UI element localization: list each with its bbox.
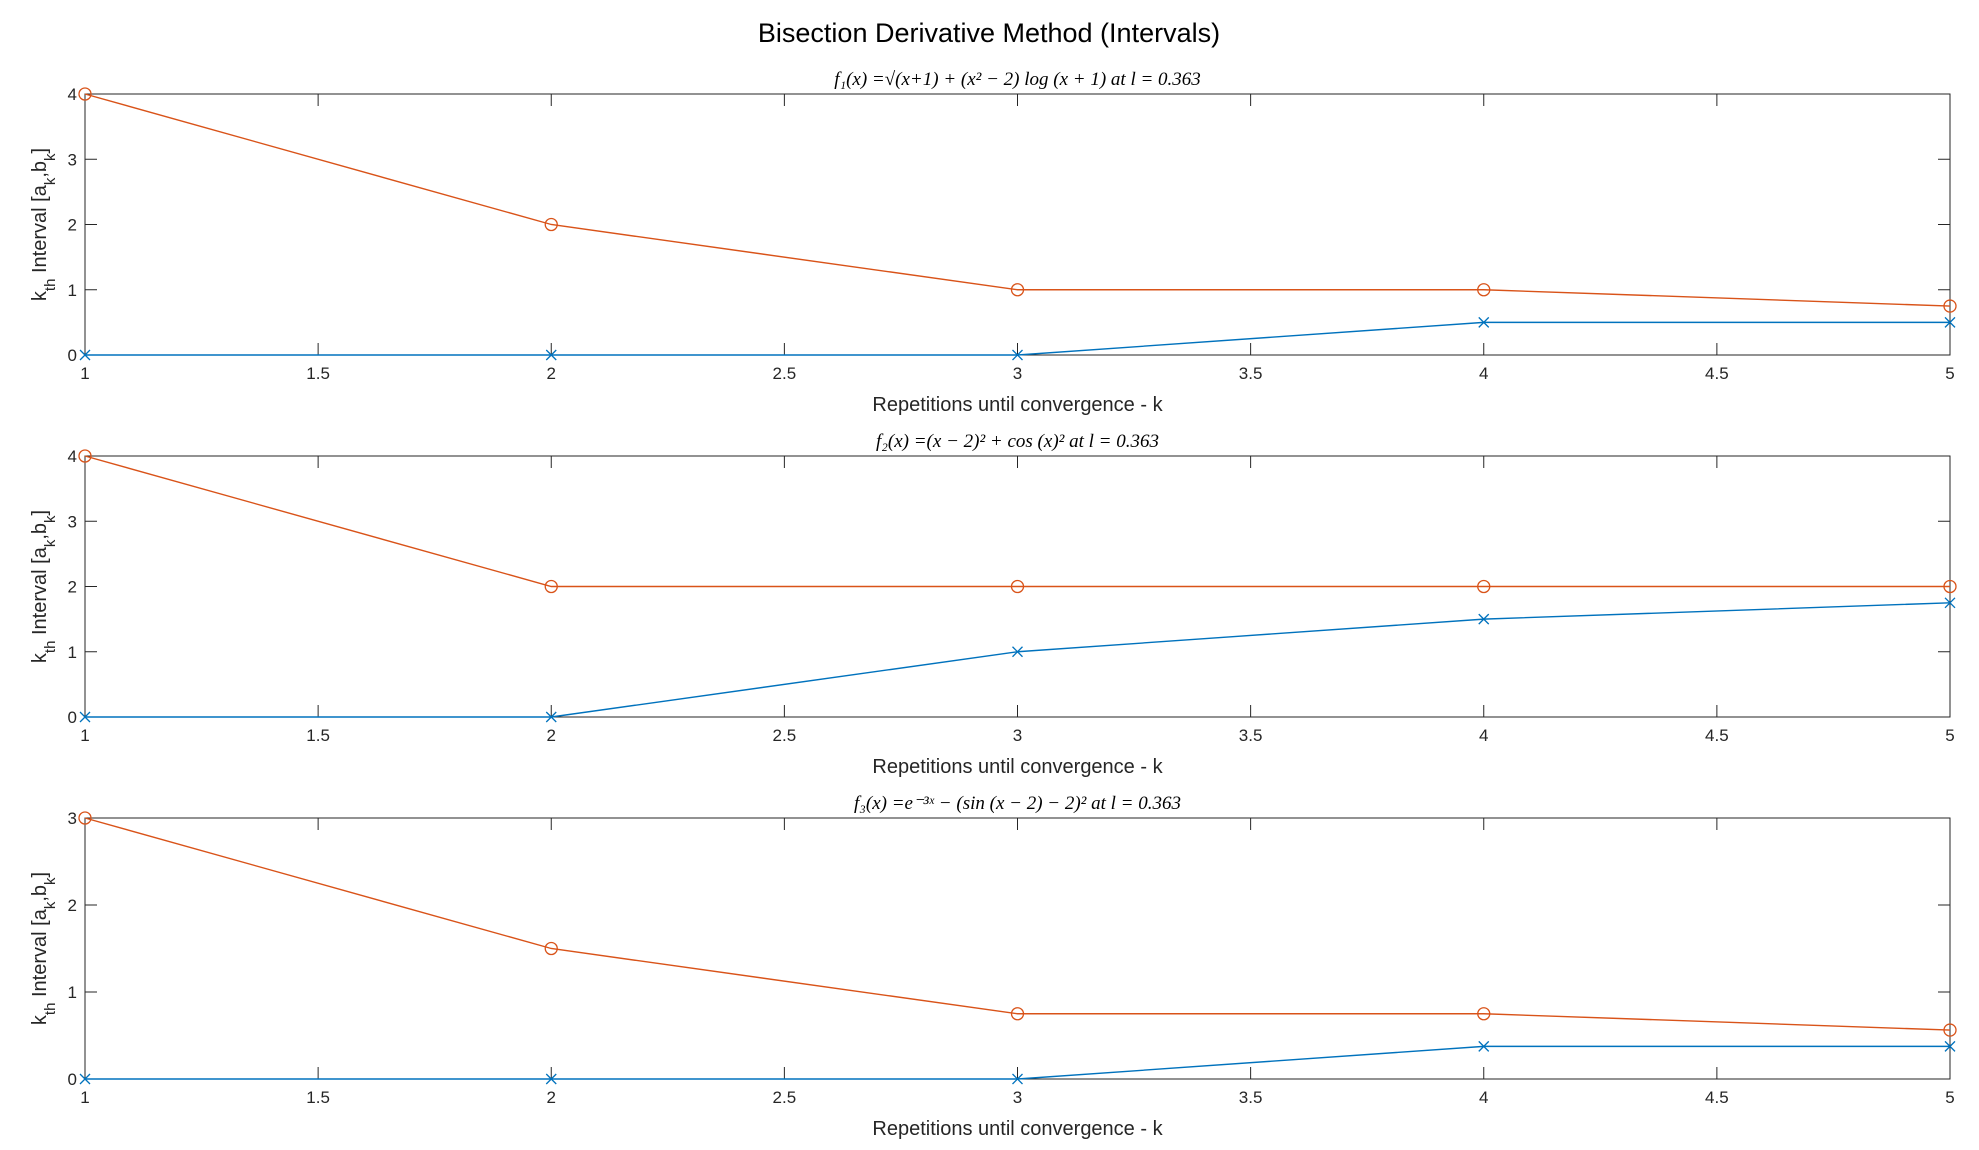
data-point-b: [544, 217, 558, 232]
x-tick-label: 4: [1479, 726, 1488, 745]
x-tick-label: 4: [1479, 1088, 1488, 1107]
y-tick-label: 4: [68, 85, 77, 104]
subplot-title: f₃(x) =e⁻³ˣ − (sin (x − 2) − 2)² at l = …: [854, 793, 1181, 814]
subplot-title: f₁(x) =√(x+1) + (x² − 2) log (x + 1) at …: [834, 69, 1201, 90]
y-tick-label: 1: [68, 643, 77, 662]
x-tick-label: 2: [547, 726, 556, 745]
x-tick-label: 3: [1013, 364, 1022, 383]
x-axis-label: Repetitions until convergence - k: [872, 1118, 1163, 1140]
data-point-b: [78, 87, 92, 101]
data-point-b: [78, 811, 92, 825]
x-tick-label: 5: [1945, 1088, 1954, 1107]
y-tick-label: 2: [68, 216, 77, 235]
y-tick-label: 3: [68, 150, 77, 169]
data-point-a: [79, 711, 91, 723]
y-tick-label: 2: [68, 896, 77, 915]
data-point-a: [545, 1073, 557, 1085]
series-line-b: [84, 817, 1951, 1031]
data-point-a: [545, 349, 557, 361]
y-tick-label: 1: [68, 983, 77, 1002]
x-tick-label: 5: [1945, 726, 1954, 745]
y-tick-label: 4: [68, 447, 77, 466]
x-tick-label: 2.5: [773, 364, 797, 383]
y-tick-label: 3: [68, 512, 77, 531]
x-tick-label: 1: [80, 364, 89, 383]
figure-title: Bisection Derivative Method (Intervals): [758, 18, 1220, 48]
y-tick-label: 3: [68, 809, 77, 828]
subplot-2: f₂(x) =(x − 2)² + cos (x)² at l = 0.363 1…: [29, 431, 1957, 778]
x-tick-label: 3.5: [1239, 1088, 1263, 1107]
y-axis-label: kth Interval [ak,bk]: [29, 510, 59, 663]
axes-frame: [84, 93, 1951, 356]
data-point-a: [79, 349, 91, 361]
data-point-b: [1010, 1007, 1025, 1021]
y-tick-label: 1: [68, 281, 77, 300]
data-point-a: [1944, 597, 1956, 609]
data-point-b: [1477, 1007, 1491, 1021]
x-tick-label: 1: [80, 1088, 89, 1107]
x-tick-label: 3: [1013, 726, 1022, 745]
data-point-a: [1944, 316, 1956, 328]
x-axis-label: Repetitions until convergence - k: [872, 756, 1163, 778]
data-point-b: [544, 579, 558, 594]
y-tick-label: 0: [68, 346, 77, 365]
x-tick-label: 4.5: [1705, 364, 1729, 383]
x-tick-label: 2: [547, 364, 556, 383]
subplot-3: f₃(x) =e⁻³ˣ − (sin (x − 2) − 2)² at l = …: [29, 793, 1957, 1140]
series-line-b: [84, 93, 1951, 307]
x-axis-label: Repetitions until convergence - k: [872, 394, 1163, 416]
x-tick-label: 3: [1013, 1088, 1022, 1107]
x-tick-label: 5: [1945, 364, 1954, 383]
x-tick-label: 4.5: [1705, 726, 1729, 745]
data-point-a: [1944, 1040, 1956, 1052]
subplot-title: f₂(x) =(x − 2)² + cos (x)² at l = 0.363: [876, 431, 1159, 452]
data-point-b: [1010, 579, 1025, 594]
x-tick-label: 1.5: [306, 364, 330, 383]
x-tick-label: 3.5: [1239, 364, 1263, 383]
subplot-1: f₁(x) =√(x+1) + (x² − 2) log (x + 1) at …: [29, 69, 1957, 416]
data-point-a: [545, 711, 557, 723]
x-tick-label: 2.5: [773, 1088, 797, 1107]
data-point-a: [1012, 1073, 1023, 1085]
data-point-b: [1943, 1023, 1957, 1037]
data-point-b: [78, 449, 92, 463]
y-axis-label: kth Interval [ak,bk]: [29, 148, 59, 301]
data-point-b: [1943, 579, 1957, 594]
data-point-b: [544, 941, 558, 956]
x-tick-label: 3.5: [1239, 726, 1263, 745]
data-point-b: [1943, 299, 1957, 313]
y-tick-label: 0: [68, 1070, 77, 1089]
y-axis-label: kth Interval [ak,bk]: [29, 872, 59, 1025]
data-point-a: [1012, 349, 1023, 361]
x-tick-label: 2: [547, 1088, 556, 1107]
data-point-a: [1012, 646, 1023, 658]
y-tick-label: 0: [68, 708, 77, 727]
axes-frame: [84, 817, 1951, 1080]
x-tick-label: 1.5: [306, 1088, 330, 1107]
data-point-b: [1010, 283, 1025, 297]
data-point-a: [79, 1073, 91, 1085]
x-tick-label: 1.5: [306, 726, 330, 745]
data-point-b: [1477, 579, 1491, 594]
x-tick-label: 1: [80, 726, 89, 745]
data-point-a: [1478, 316, 1490, 328]
data-point-b: [1477, 283, 1491, 297]
series-line-b: [84, 455, 1950, 588]
x-tick-label: 2.5: [773, 726, 797, 745]
data-point-a: [1478, 1040, 1490, 1052]
subplots-container: f₁(x) =√(x+1) + (x² − 2) log (x + 1) at …: [29, 69, 1957, 1140]
x-tick-label: 4: [1479, 364, 1488, 383]
y-tick-label: 2: [68, 578, 77, 597]
data-point-a: [1478, 613, 1490, 625]
x-tick-label: 4.5: [1705, 1088, 1729, 1107]
